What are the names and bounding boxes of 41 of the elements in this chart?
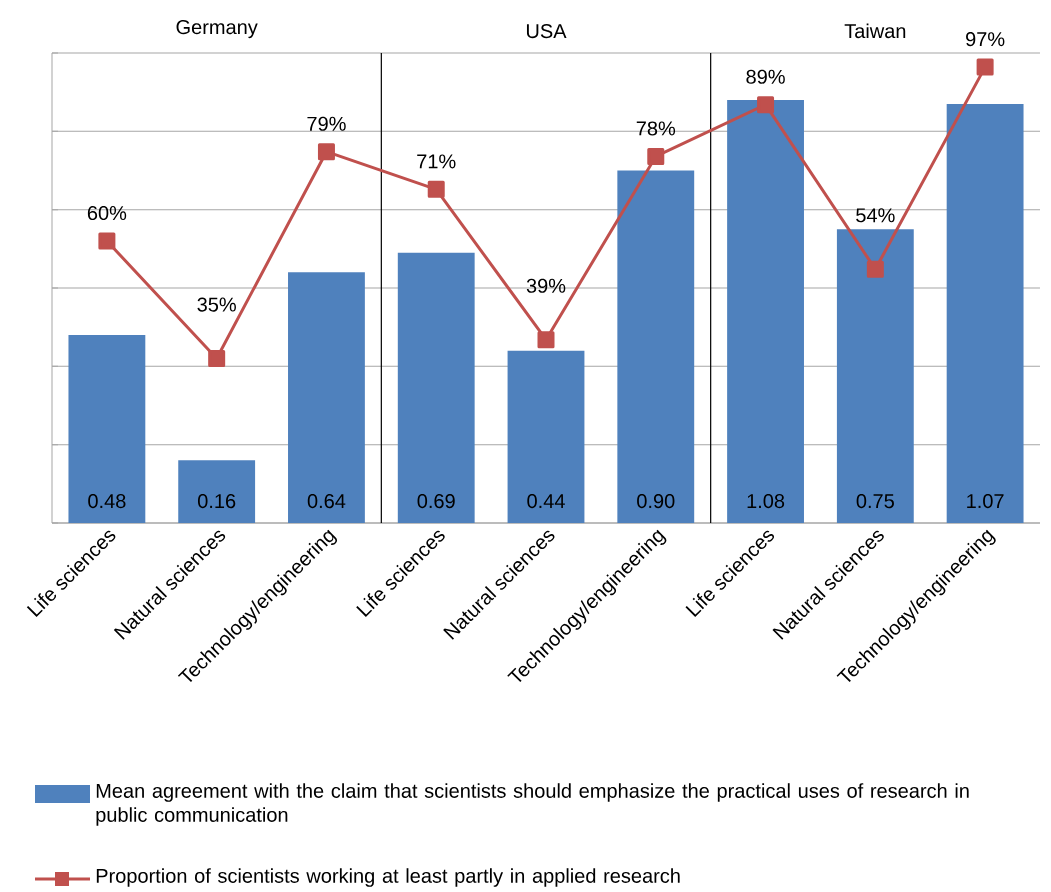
- point: [866, 260, 884, 278]
- data-label: 97%: [966, 32, 1005, 47]
- data-label: 0.48: [88, 493, 126, 509]
- data-label: 0.75: [856, 493, 894, 509]
- data-label: 0.69: [417, 493, 455, 509]
- point: [98, 232, 116, 250]
- bar: [507, 350, 585, 523]
- legend-label: Mean agreement with the claim that scientists should emphasize the practical uses of research in public communication: [96, 783, 969, 826]
- point: [427, 180, 445, 198]
- point: [317, 143, 335, 161]
- data-label: 89%: [746, 69, 785, 84]
- bar: [727, 100, 804, 523]
- text: USA: [526, 23, 567, 39]
- data-label: 39%: [526, 278, 566, 293]
- legend-label: Proportion of scientists working at least partly in applied research: [96, 868, 680, 887]
- data-label: 78%: [636, 121, 676, 136]
- point: [537, 331, 555, 349]
- bar: [946, 103, 1024, 523]
- data-label: 0.16: [197, 493, 236, 509]
- data-label: 0.90: [637, 493, 675, 509]
- data-label: 1.08: [747, 493, 785, 509]
- bar: [178, 460, 256, 523]
- text: Taiwan: [844, 23, 906, 39]
- point: [976, 58, 994, 76]
- bar: [288, 272, 365, 523]
- point: [647, 147, 665, 165]
- data-label: 71%: [417, 154, 456, 169]
- data-label: 0.44: [527, 493, 565, 509]
- bar: [617, 170, 695, 523]
- data-label: 35%: [197, 297, 236, 312]
- data-label: 79%: [307, 116, 346, 131]
- data-label: 1.07: [967, 493, 1004, 509]
- bar: [397, 252, 475, 523]
- bar: [68, 335, 146, 523]
- point: [208, 350, 226, 367]
- text: Germany: [176, 20, 258, 39]
- bar: [836, 229, 914, 523]
- data-label: 0.64: [307, 493, 346, 509]
- point: [757, 96, 775, 114]
- data-label: 60%: [87, 205, 127, 221]
- data-label: 54%: [856, 208, 895, 223]
